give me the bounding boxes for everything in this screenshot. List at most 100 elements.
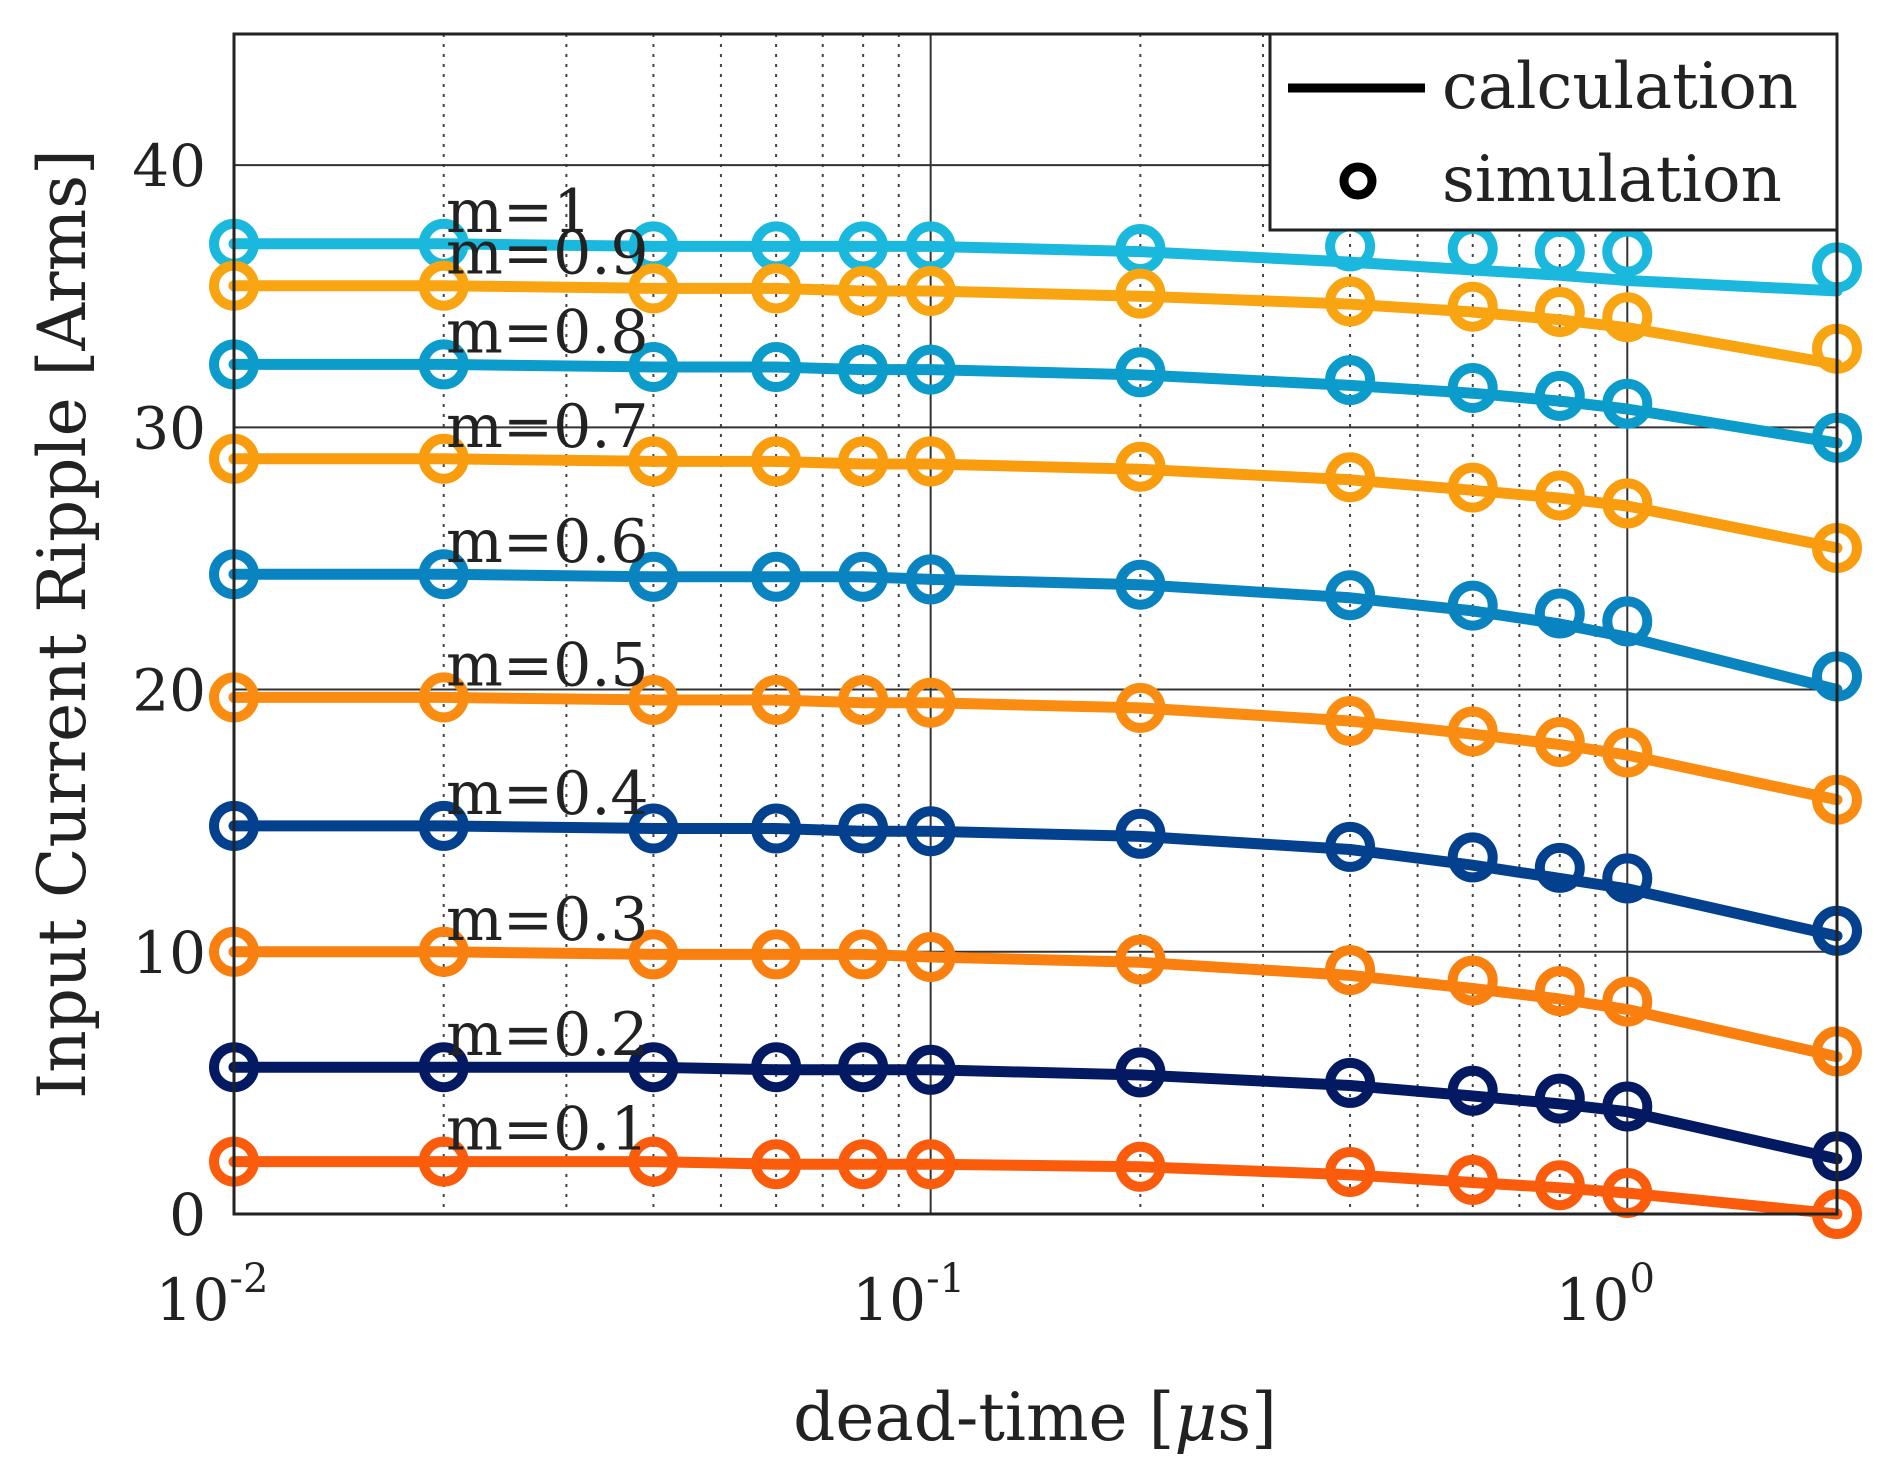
simulation-point [1115,559,1166,610]
simulation-point [628,1042,679,1093]
simulation-point [751,675,802,725]
calculation-line [228,453,1843,554]
simulation-point [1447,955,1498,1006]
simulation-point [838,1042,889,1093]
simulation-point [1447,1065,1498,1116]
simulation-point [1534,1073,1585,1124]
series-label: m=0.6 [446,507,649,577]
simulation-point [1325,821,1376,872]
x-tick-exponent: -1 [926,1256,965,1302]
legend: calculation simulation [1268,32,1839,232]
simulation-point [751,929,802,980]
x-axis-label-mu: μ [1174,1379,1217,1456]
simulation-point [1534,370,1585,421]
x-axis-label: dead-time [μs] [793,1379,1277,1456]
x-tick-label: 10-1 [852,1256,965,1334]
simulation-point [1602,1081,1653,1132]
simulation-point [1325,1147,1376,1197]
simulation-point [628,1136,679,1187]
simulation-point [1325,1057,1376,1108]
series-label: m=0.8 [446,297,649,367]
simulation-point [418,339,469,390]
simulation-point [1534,470,1585,521]
simulation-point [1115,1141,1166,1192]
simulation-point [905,266,956,316]
simulation-point [751,551,802,602]
simulation-point [628,342,679,392]
simulation-point [1447,281,1498,332]
simulation-point [1602,478,1653,529]
simulation-point [1602,976,1653,1027]
simulation-point [628,675,679,725]
simulation-point [1115,808,1166,859]
series-labels: m=1m=0.9 m=0.8 m=0.7 m=0.6 m=0.5 m=0.4 m=0.3 m=… [446,177,649,1165]
y-tick-label: 40 [132,132,206,200]
simulation-point [905,554,956,605]
y-tick-label: 30 [132,394,206,462]
calculation-line [228,238,1843,297]
series-label: m=0.4 [446,759,649,829]
calculation-line [228,358,1843,449]
calculation-line [228,691,1843,806]
simulation-point [418,800,469,851]
x-tick-labels: 10-2 10-1 100 [156,1256,1655,1334]
simulation-point [1534,842,1585,893]
simulation-point [1602,727,1653,778]
simulation-point [418,1042,469,1093]
simulation-point [1447,706,1498,757]
simulation-point [1602,292,1653,343]
series-label: m=0.9 [446,219,649,289]
simulation-point [1602,853,1653,904]
x-tick-label: 100 [1556,1256,1655,1334]
plot-frame [232,32,1839,1216]
simulation-point [905,436,956,487]
simulation-point [1447,462,1498,513]
series-label: m=0.3 [446,885,649,955]
simulation-point [1325,570,1376,621]
simulation-point [1534,966,1585,1017]
simulation-point [838,929,889,980]
simulation-point [1602,596,1653,647]
simulation-point [838,803,889,854]
simulation-point [1534,226,1585,277]
simulation-point [838,675,889,725]
x-axis-label-text: dead-time [ [793,1379,1174,1456]
simulation-point [418,926,469,977]
simulation-point [628,929,679,980]
simulation-point [838,436,889,487]
calculation-line [228,946,1843,1063]
simulation-point [418,549,469,600]
series-label: m=0.5 [446,630,649,700]
simulation-point [1447,832,1498,883]
simulation-point [1325,276,1376,327]
simulation-point [751,1139,802,1190]
simulation-point [418,260,469,311]
simulation-point [751,1042,802,1093]
simulation-point [1115,682,1166,733]
simulation-point [751,342,802,392]
series-label: m=0.7 [446,392,649,462]
simulation-point [1325,355,1376,406]
legend-simulation: simulation [1442,143,1782,217]
simulation-point [838,266,889,316]
simulation-point [1602,226,1653,277]
simulation-point [1115,268,1166,319]
calculation-line [228,280,1843,370]
simulation-point [1602,378,1653,429]
simulation-point [418,672,469,723]
simulation-point [905,1044,956,1095]
y-tick-label: 20 [132,657,206,725]
simulation-point [1534,1160,1585,1211]
simulation-point [628,436,679,487]
y-tick-label: 0 [169,1181,206,1249]
simulation-point [1325,945,1376,996]
simulation-point [1325,452,1376,503]
simulation-point [1115,347,1166,398]
simulation-point [1115,1047,1166,1098]
simulation-point [905,344,956,395]
x-tick-base: 10 [1556,1266,1630,1334]
simulation-point [1534,287,1585,337]
simulation-point [628,551,679,602]
x-tick-base: 10 [852,1266,926,1334]
